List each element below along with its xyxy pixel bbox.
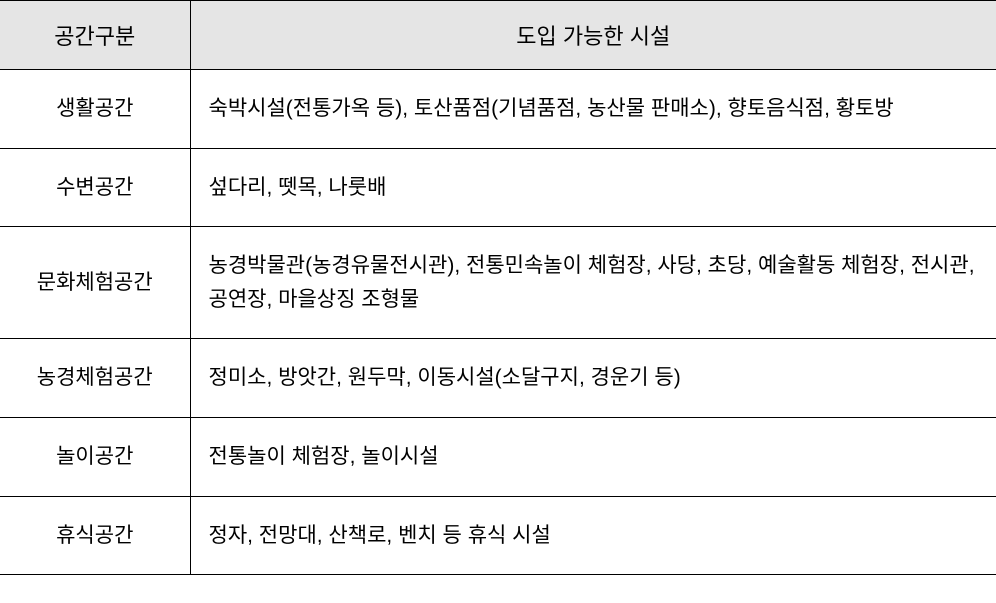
category-cell: 휴식공간 [0,496,190,575]
content-cell: 섶다리, 뗏목, 나룻배 [190,148,996,227]
table-row: 휴식공간 정자, 전망대, 산책로, 벤치 등 휴식 시설 [0,496,996,575]
table-row: 문화체험공간 농경박물관(농경유물전시관), 전통민속놀이 체험장, 사당, 초… [0,227,996,339]
content-cell: 숙박시설(전통가옥 등), 토산품점(기념품점, 농산물 판매소), 향토음식점… [190,70,996,149]
table-row: 수변공간 섶다리, 뗏목, 나룻배 [0,148,996,227]
facilities-table: 공간구분 도입 가능한 시설 생활공간 숙박시설(전통가옥 등), 토산품점(기… [0,0,996,575]
content-cell: 전통놀이 체험장, 놀이시설 [190,417,996,496]
table-header: 공간구분 도입 가능한 시설 [0,1,996,70]
table-row: 놀이공간 전통놀이 체험장, 놀이시설 [0,417,996,496]
table-body: 생활공간 숙박시설(전통가옥 등), 토산품점(기념품점, 농산물 판매소), … [0,70,996,575]
category-cell: 문화체험공간 [0,227,190,339]
category-cell: 농경체험공간 [0,339,190,418]
category-cell: 수변공간 [0,148,190,227]
category-cell: 놀이공간 [0,417,190,496]
content-cell: 농경박물관(농경유물전시관), 전통민속놀이 체험장, 사당, 초당, 예술활동… [190,227,996,339]
header-cell-content: 도입 가능한 시설 [190,1,996,70]
content-cell: 정자, 전망대, 산책로, 벤치 등 휴식 시설 [190,496,996,575]
content-cell: 정미소, 방앗간, 원두막, 이동시설(소달구지, 경운기 등) [190,339,996,418]
table-row: 농경체험공간 정미소, 방앗간, 원두막, 이동시설(소달구지, 경운기 등) [0,339,996,418]
facilities-table-container: 공간구분 도입 가능한 시설 생활공간 숙박시설(전통가옥 등), 토산품점(기… [0,0,996,575]
header-cell-category: 공간구분 [0,1,190,70]
table-row: 생활공간 숙박시설(전통가옥 등), 토산품점(기념품점, 농산물 판매소), … [0,70,996,149]
header-row: 공간구분 도입 가능한 시설 [0,1,996,70]
category-cell: 생활공간 [0,70,190,149]
